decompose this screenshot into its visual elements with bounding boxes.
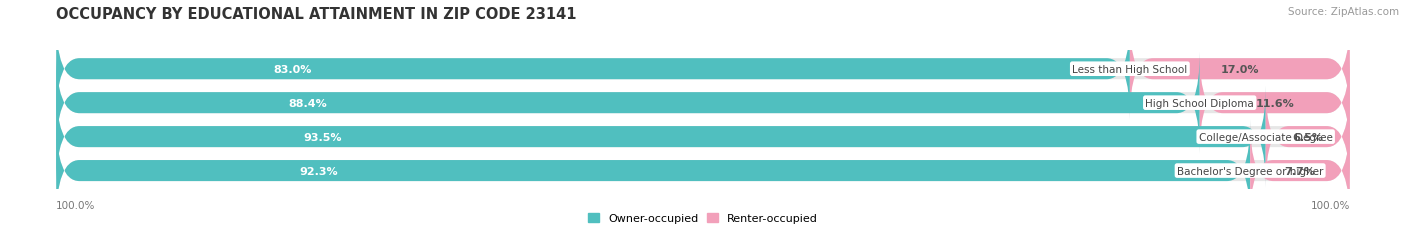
FancyBboxPatch shape bbox=[56, 120, 1350, 221]
Text: Less than High School: Less than High School bbox=[1073, 64, 1188, 74]
FancyBboxPatch shape bbox=[56, 19, 1130, 120]
Text: 11.6%: 11.6% bbox=[1256, 98, 1294, 108]
Text: College/Associate Degree: College/Associate Degree bbox=[1199, 132, 1333, 142]
FancyBboxPatch shape bbox=[1250, 120, 1350, 221]
Text: 92.3%: 92.3% bbox=[299, 166, 339, 176]
Text: 100.0%: 100.0% bbox=[1310, 200, 1350, 210]
Text: Bachelor's Degree or higher: Bachelor's Degree or higher bbox=[1177, 166, 1323, 176]
FancyBboxPatch shape bbox=[56, 87, 1350, 187]
FancyBboxPatch shape bbox=[56, 120, 1250, 221]
FancyBboxPatch shape bbox=[1199, 53, 1350, 154]
Text: 93.5%: 93.5% bbox=[304, 132, 342, 142]
Text: 7.7%: 7.7% bbox=[1285, 166, 1316, 176]
Text: Source: ZipAtlas.com: Source: ZipAtlas.com bbox=[1288, 7, 1399, 17]
Text: 6.5%: 6.5% bbox=[1292, 132, 1323, 142]
Text: 100.0%: 100.0% bbox=[56, 200, 96, 210]
Text: 83.0%: 83.0% bbox=[273, 64, 312, 74]
Text: OCCUPANCY BY EDUCATIONAL ATTAINMENT IN ZIP CODE 23141: OCCUPANCY BY EDUCATIONAL ATTAINMENT IN Z… bbox=[56, 7, 576, 22]
Text: High School Diploma: High School Diploma bbox=[1146, 98, 1254, 108]
FancyBboxPatch shape bbox=[56, 87, 1265, 187]
Text: 88.4%: 88.4% bbox=[288, 98, 328, 108]
Legend: Owner-occupied, Renter-occupied: Owner-occupied, Renter-occupied bbox=[588, 213, 818, 223]
FancyBboxPatch shape bbox=[1130, 19, 1350, 120]
FancyBboxPatch shape bbox=[56, 53, 1199, 154]
FancyBboxPatch shape bbox=[56, 19, 1350, 120]
FancyBboxPatch shape bbox=[1265, 87, 1350, 187]
Text: 17.0%: 17.0% bbox=[1220, 64, 1258, 74]
FancyBboxPatch shape bbox=[56, 53, 1350, 154]
